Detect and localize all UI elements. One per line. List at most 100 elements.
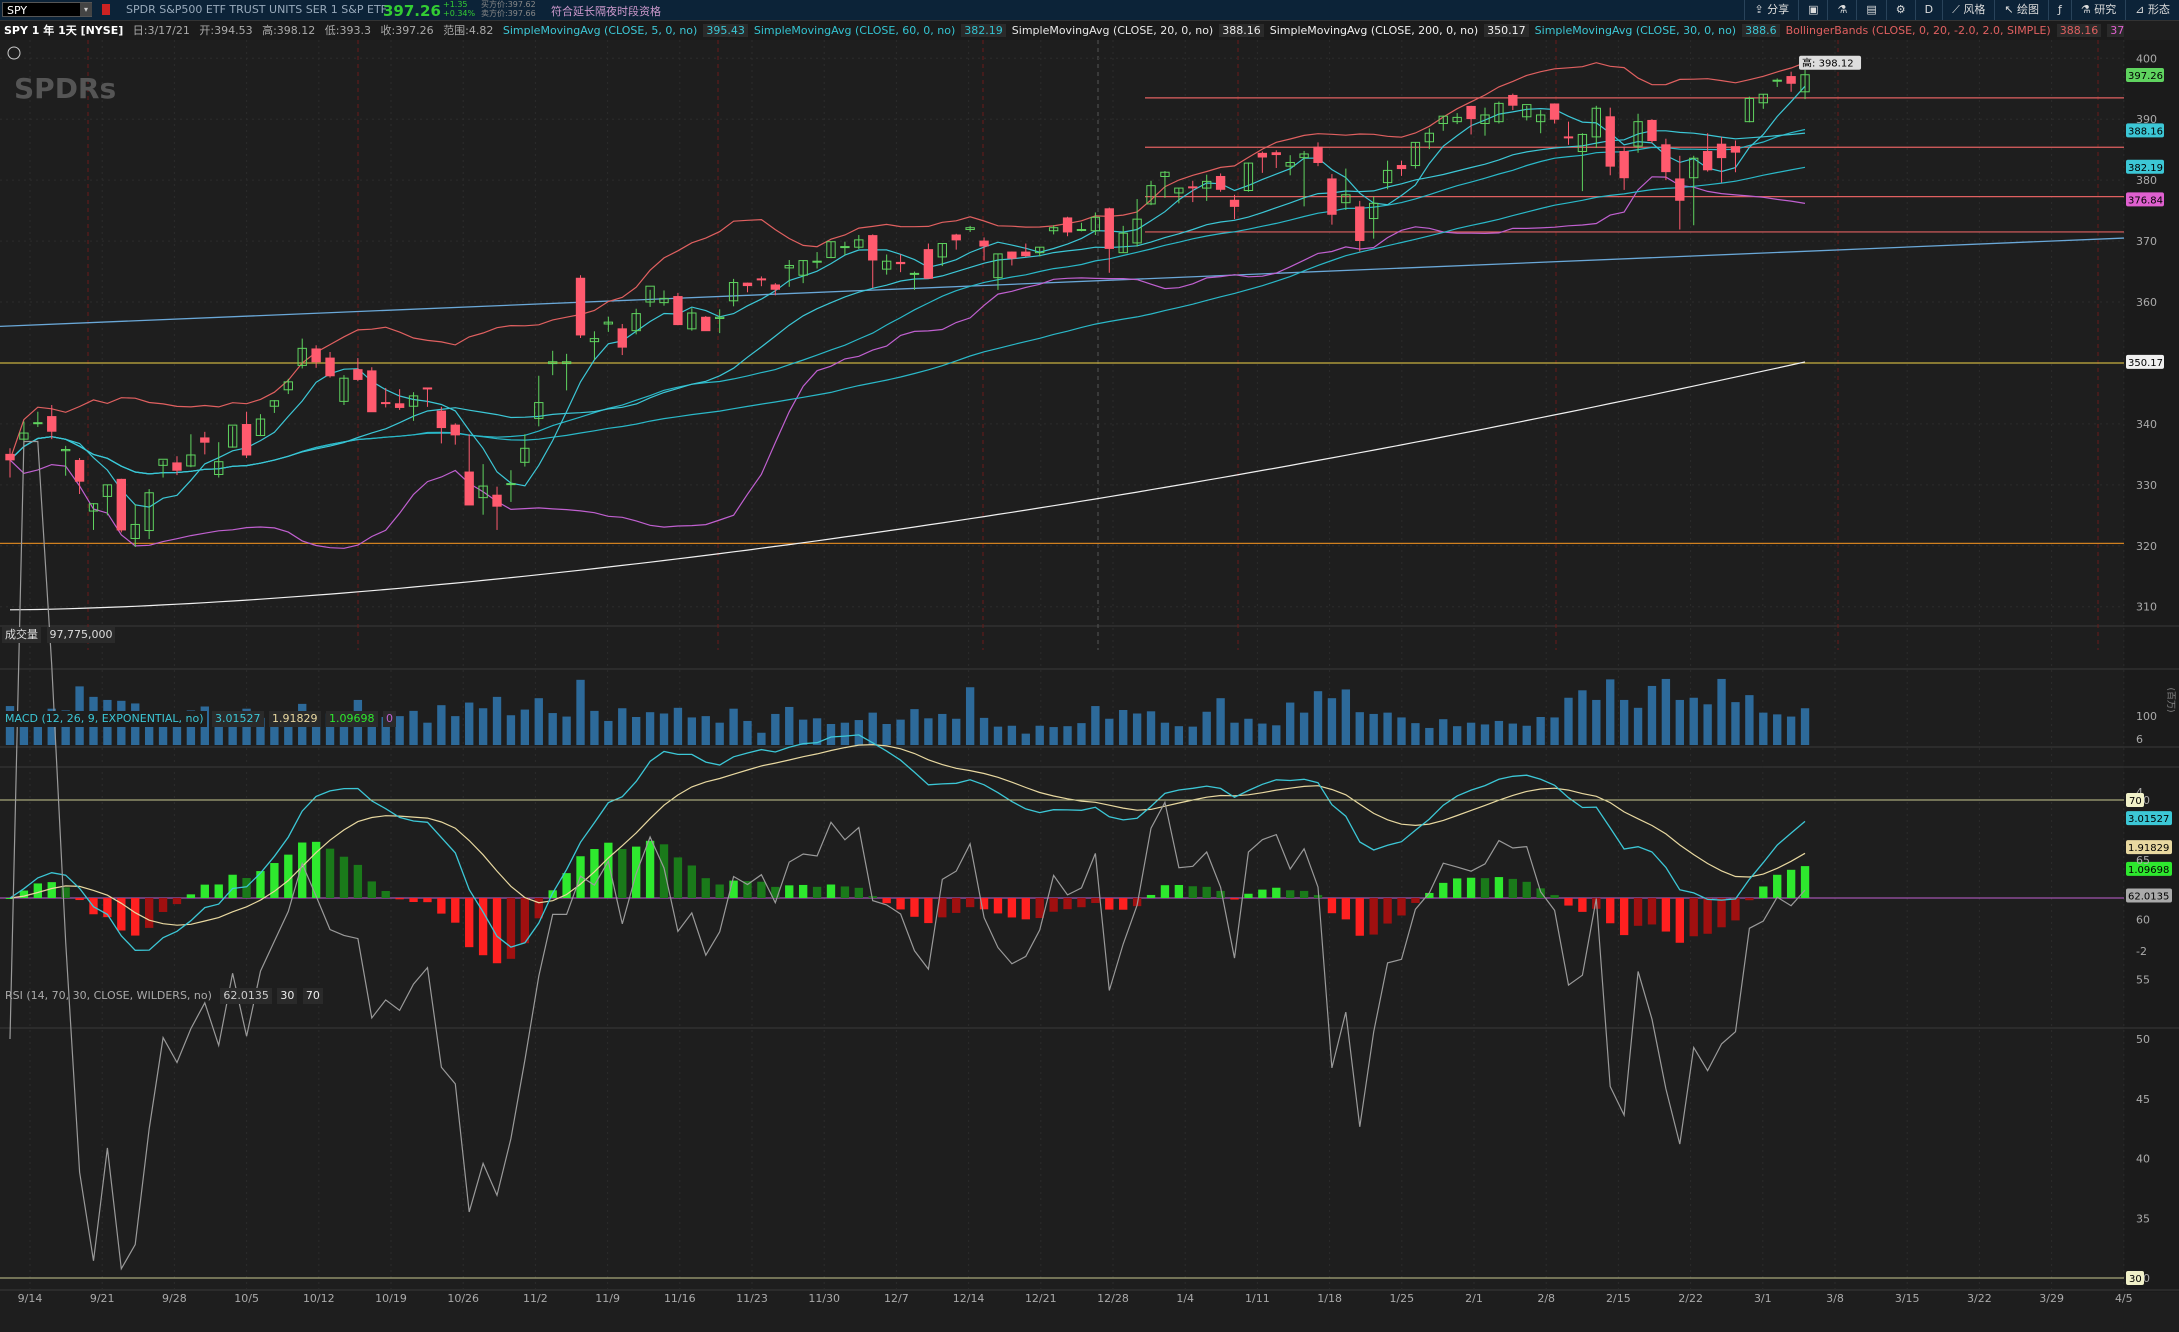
macd-histogram-bar [1411, 898, 1420, 903]
price-tag: 376.84 [2128, 195, 2163, 206]
layout-icon[interactable]: ▤ [1856, 0, 1885, 20]
study-label-0[interactable]: SimpleMovingAvg (CLOSE, 5, 0, no) [502, 24, 698, 37]
macd-histogram-bar [214, 884, 223, 898]
symbol-dropdown-arrow-icon[interactable]: ▾ [80, 3, 92, 16]
volume-bar [423, 722, 432, 745]
candle-body [255, 418, 266, 436]
info-icon[interactable] [7, 46, 21, 60]
x-axis-label: 9/21 [90, 1292, 115, 1305]
macd-title[interactable]: MACD (12, 26, 9, EXPONENTIAL, no) [2, 711, 207, 727]
volume-bar [311, 713, 321, 745]
bid-price: 买方价:397.62 [481, 0, 536, 9]
macd-histogram-bar [200, 884, 209, 898]
macd-header: MACD (12, 26, 9, EXPONENTIAL, no) 3.0152… [2, 711, 398, 727]
macd-histogram-bar [242, 878, 251, 898]
candle-body [1382, 169, 1393, 184]
candle-body [33, 422, 43, 425]
volume-title[interactable]: 成交量 [2, 627, 41, 643]
style-button[interactable]: ⟋ 风格 [1942, 0, 1994, 20]
candle-body [1424, 132, 1435, 143]
volume-value: 97,775,000 [46, 627, 116, 643]
candle-body [1744, 98, 1755, 123]
candle-body [186, 454, 196, 467]
bollinger-lower-line [9, 176, 1806, 549]
rsi-header: RSI (14, 70, 30, CLOSE, WILDERS, no) 62.… [2, 988, 325, 1004]
drawing-button[interactable]: ↖ 绘图 [1994, 0, 2048, 20]
volume-bar [826, 724, 836, 745]
timeframe-button[interactable]: D [1914, 0, 1942, 20]
study-label-1[interactable]: SimpleMovingAvg (CLOSE, 60, 0, no) [753, 24, 956, 37]
chart-area[interactable]: 9/14 9/21 9/28 10/5 10/12 10/19 10/26 11/2 11/9 1… [0, 40, 2179, 1332]
studies-icon[interactable]: ƒ [2048, 0, 2071, 20]
volume-bar [1773, 714, 1782, 745]
volume-bar [798, 719, 808, 745]
share-button[interactable]: ⇪ 分享 [1744, 0, 1798, 20]
rsi-tag-box [2126, 888, 2172, 903]
rsi-line [9, 440, 1806, 1271]
style-label: 风格 [1963, 3, 1986, 16]
macd-histogram-bar [1146, 894, 1156, 898]
x-axis-label: 12/7 [884, 1292, 909, 1305]
macd-line [9, 734, 1806, 951]
candle-body [979, 240, 989, 247]
gear-icon[interactable]: ⚙ [1885, 0, 1915, 20]
candle-body [1202, 180, 1212, 189]
macd-histogram-bar [854, 887, 863, 898]
study-label-5[interactable]: BollingerBands (CLOSE, 0, 20, -2.0, 2.0,… [1785, 24, 2051, 37]
volume-bar [687, 717, 697, 745]
macd-histogram-bar [618, 848, 627, 898]
research-button[interactable]: ⚗ 研究 [2070, 0, 2125, 20]
macd-histogram-bar [965, 898, 975, 908]
candle-body [784, 264, 794, 269]
volume-bar [632, 717, 641, 745]
volume-bar [1272, 725, 1281, 745]
price-axis-label: 370 [2136, 235, 2157, 248]
candle-body [1132, 218, 1142, 244]
volume-bar [437, 705, 446, 745]
volume-bar [1202, 711, 1211, 745]
macd-histogram-bar [423, 898, 432, 903]
volume-bar [938, 713, 947, 745]
volume-bar [158, 716, 168, 745]
price-tag: 397.26 [2128, 71, 2163, 82]
candle-body [1786, 76, 1796, 84]
macd-histogram-bar [506, 898, 516, 959]
x-axis-label: 12/28 [1097, 1292, 1129, 1305]
save-icon[interactable]: ▣ [1798, 0, 1827, 20]
volume-bar [1091, 706, 1100, 745]
flag-icon[interactable] [102, 4, 110, 15]
macd-axis-label: 6 [2136, 733, 2143, 746]
price-axis-label: 390 [2136, 113, 2157, 126]
volume-bar [506, 715, 516, 745]
x-axis-label: 3/1 [1754, 1292, 1772, 1305]
macd-histogram-bar [1105, 898, 1114, 910]
volume-bar [1049, 727, 1058, 745]
symbol-input[interactable]: SPY [2, 2, 92, 17]
candle-body [5, 453, 15, 461]
chart-title[interactable]: SPY 1 年 1天 [NYSE] [4, 24, 124, 37]
extended-hours-badge[interactable]: 符合延长隔夜时段资格 [551, 5, 661, 18]
price-tag: 388.16 [2128, 126, 2163, 137]
macd-histogram-bar [785, 885, 794, 898]
candle-body [478, 485, 488, 499]
macd-histogram-bar [1119, 898, 1128, 910]
candle-body [1118, 232, 1128, 254]
volume-bar [604, 720, 613, 745]
candle-body [1104, 208, 1114, 249]
study-label-2[interactable]: SimpleMovingAvg (CLOSE, 20, 0, no) [1011, 24, 1214, 37]
study-label-4[interactable]: SimpleMovingAvg (CLOSE, 30, 0, no) [1534, 24, 1737, 37]
study-label-3[interactable]: SimpleMovingAvg (CLOSE, 200, 0, no) [1269, 24, 1479, 37]
volume-bar [590, 710, 599, 745]
price-tag-box [2126, 123, 2164, 138]
flask-icon[interactable]: ⚗ [1827, 0, 1856, 20]
price-axis-label: 380 [2136, 174, 2157, 187]
bar-date: 日:3/17/21 [132, 24, 190, 37]
patterns-button[interactable]: ⊿ 形态 [2125, 0, 2179, 20]
macd-histogram-bar [1550, 895, 1559, 898]
macd-histogram-bar [270, 863, 279, 898]
macd-histogram-bar [771, 886, 780, 898]
macd-histogram-bar [1091, 898, 1100, 904]
rsi-title[interactable]: RSI (14, 70, 30, CLOSE, WILDERS, no) [5, 989, 212, 1002]
candle-body [1508, 94, 1518, 106]
volume-bar [228, 714, 237, 745]
